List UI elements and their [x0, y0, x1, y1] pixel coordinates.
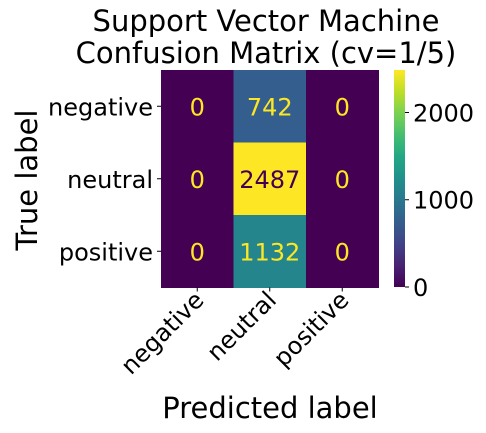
y-axis-label: True label — [10, 110, 44, 252]
y-tick-label: positive — [59, 238, 153, 266]
cell-value-label: 0 — [190, 166, 205, 194]
y-tick-label: neutral — [67, 166, 153, 194]
x-axis-label: Predicted label — [162, 391, 378, 425]
x-tick-label: negative — [115, 286, 209, 380]
colorbar: 0 1000 2000 — [394, 70, 474, 302]
cell-value-label: 0 — [190, 93, 205, 121]
x-tick-label: positive — [268, 286, 354, 372]
cell-value-label: 0 — [335, 166, 350, 194]
cell-value-label: 0 — [335, 93, 350, 121]
y-axis-ticks: negative neutral positive — [48, 93, 161, 266]
colorbar-tick-label: 2000 — [413, 99, 474, 127]
colorbar-tick-label: 1000 — [413, 187, 474, 215]
cell-value-label: 1132 — [239, 238, 300, 266]
cell-value-label: 742 — [247, 93, 293, 121]
y-tick-label: negative — [48, 93, 153, 121]
chart-title-line-1: Support Vector Machine — [93, 4, 440, 38]
cell-value-label: 0 — [190, 238, 205, 266]
cell-value-label: 0 — [335, 238, 350, 266]
cell-value-label: 2487 — [239, 166, 300, 194]
colorbar-gradient — [394, 70, 405, 287]
colorbar-tick-label: 0 — [413, 274, 428, 302]
chart-title-line-2: Confusion Matrix (cv=1/5) — [76, 36, 457, 70]
